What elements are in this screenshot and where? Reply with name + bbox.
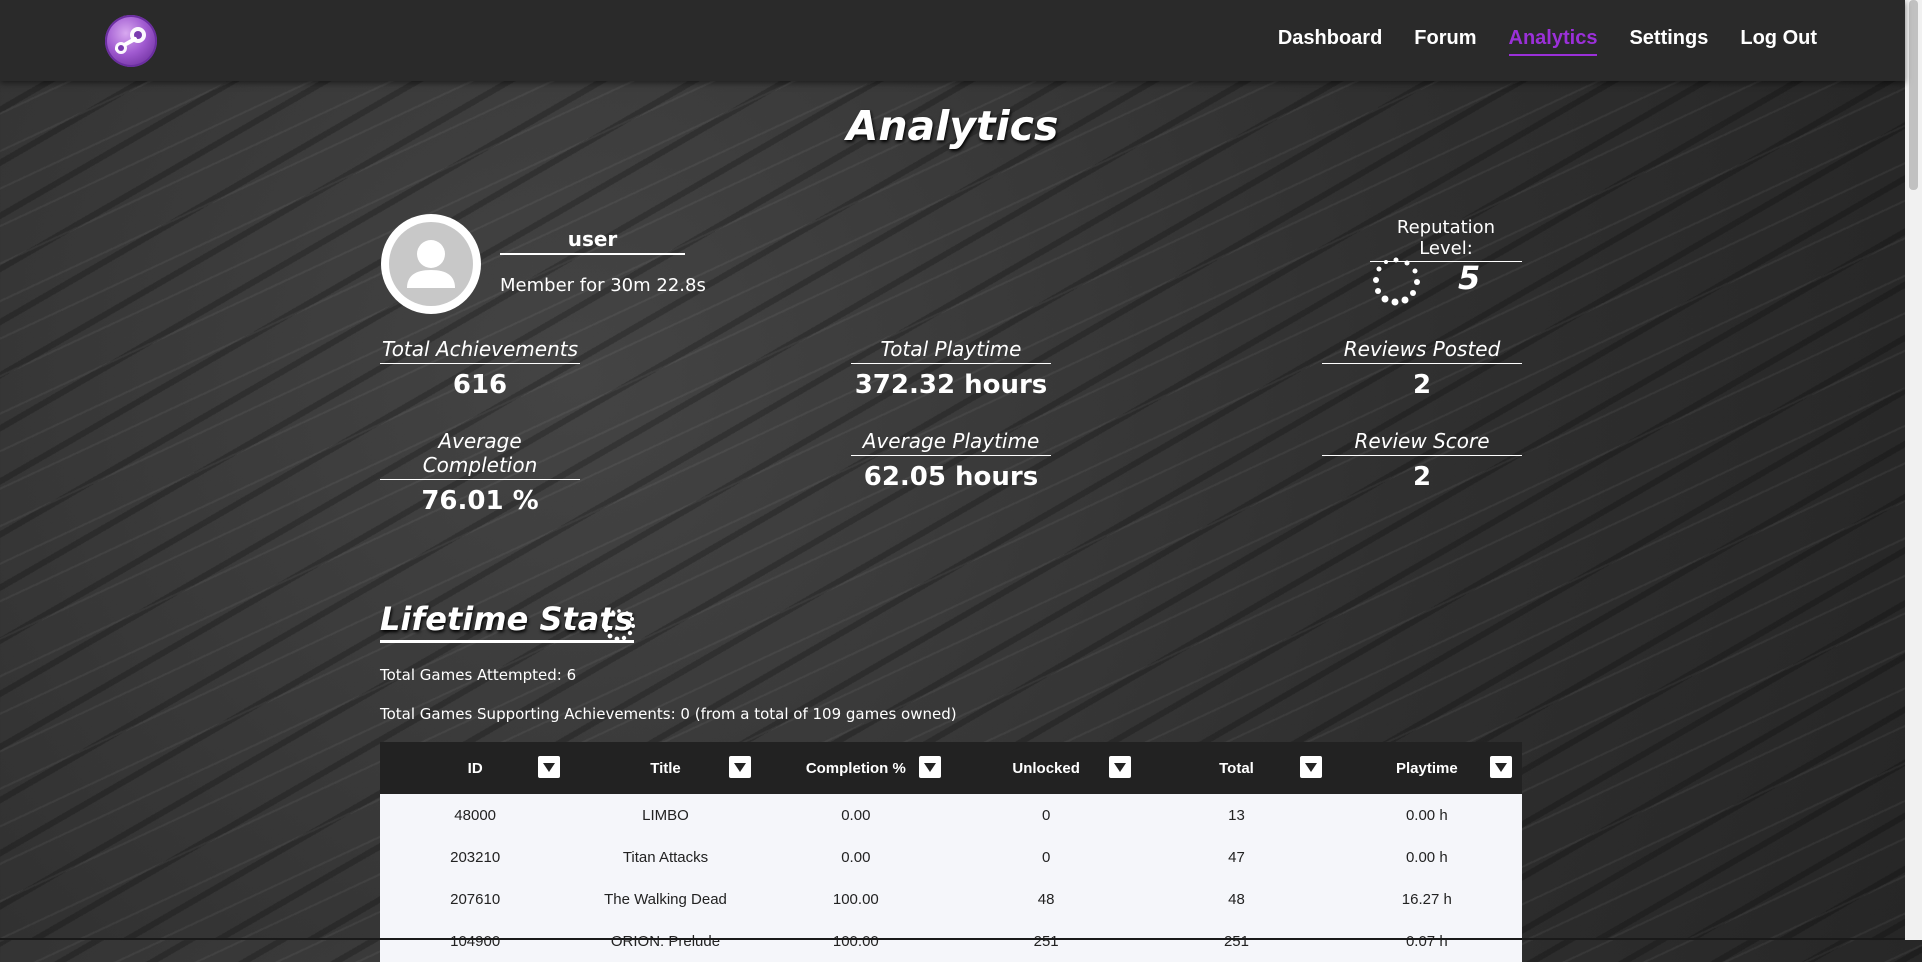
nav-settings[interactable]: Settings bbox=[1629, 27, 1709, 49]
stat-label: Average Completion bbox=[380, 429, 580, 480]
cell-unlocked: 251 bbox=[1033, 932, 1059, 950]
table-row[interactable]: 207610 The Walking Dead 100.00 48 48 16.… bbox=[380, 878, 1522, 920]
page-scrollbar[interactable] bbox=[1905, 0, 1922, 940]
cell-unlocked: 0 bbox=[1041, 848, 1051, 866]
stat-label: Review Score bbox=[1322, 429, 1522, 456]
cell-playtime: 0.07 h bbox=[1405, 932, 1448, 950]
sort-dropdown-icon[interactable] bbox=[538, 756, 561, 778]
column-header: Playtime bbox=[1331, 742, 1522, 794]
table-row[interactable]: 203210 Titan Attacks 0.00 0 47 0.00 h bbox=[380, 836, 1522, 878]
table-row[interactable]: 48000 LIMBO 0.00 0 13 0.00 h bbox=[380, 794, 1522, 836]
cell-unlocked: 0 bbox=[1041, 806, 1051, 824]
sort-dropdown-icon[interactable] bbox=[728, 756, 751, 778]
nav-links: Dashboard Forum Analytics Settings Log O… bbox=[1278, 27, 1817, 56]
column-label: Title bbox=[650, 759, 681, 777]
cell-id: 207610 bbox=[450, 890, 501, 908]
member-duration: Member for 30m 22.8s bbox=[500, 275, 706, 296]
stat-review-score: Review Score 2 bbox=[1322, 429, 1522, 492]
column-header: ID bbox=[380, 742, 571, 794]
games-supporting: Total Games Supporting Achievements: 0 (… bbox=[380, 705, 957, 723]
stat-value: 76.01 % bbox=[421, 486, 539, 516]
cell-id: 104900 bbox=[450, 932, 501, 950]
stat-value: 2 bbox=[1412, 462, 1432, 492]
games-attempted: Total Games Attempted: 6 bbox=[380, 666, 577, 684]
table-header-row: ID Title Completion % Unlocked Total Pla… bbox=[380, 742, 1522, 794]
stat-total-playtime: Total Playtime 372.32 hours bbox=[851, 337, 1051, 400]
cell-title: Titan Attacks bbox=[622, 848, 709, 866]
games-table: ID Title Completion % Unlocked Total Pla… bbox=[380, 742, 1522, 962]
sort-dropdown-icon[interactable] bbox=[918, 756, 941, 778]
cell-playtime: 16.27 h bbox=[1401, 890, 1452, 908]
nav-logout[interactable]: Log Out bbox=[1740, 27, 1817, 49]
column-label: Total bbox=[1219, 759, 1254, 777]
cell-completion: 0.00 bbox=[841, 848, 871, 866]
reputation-spinner-icon bbox=[1373, 257, 1420, 306]
column-label: Playtime bbox=[1395, 759, 1458, 777]
steam-logo-icon[interactable] bbox=[105, 15, 157, 67]
column-header: Completion % bbox=[760, 742, 951, 794]
nav-dashboard[interactable]: Dashboard bbox=[1277, 27, 1383, 49]
cell-completion: 100.00 bbox=[832, 890, 879, 908]
stat-label: Total Playtime bbox=[851, 337, 1051, 364]
stat-value: 62.05 hours bbox=[863, 462, 1039, 492]
cell-playtime: 0.00 h bbox=[1405, 848, 1448, 866]
column-header: Unlocked bbox=[950, 742, 1142, 794]
sort-dropdown-icon[interactable] bbox=[1299, 756, 1322, 778]
cell-id: 203210 bbox=[450, 848, 501, 866]
cell-total: 251 bbox=[1223, 932, 1249, 950]
stat-label: Average Playtime bbox=[851, 429, 1051, 456]
reputation-value: 5 bbox=[1458, 259, 1481, 297]
column-label: Completion % bbox=[805, 759, 906, 777]
cell-playtime: 0.00 h bbox=[1405, 806, 1448, 824]
cell-total: 13 bbox=[1228, 806, 1245, 824]
column-header: Total bbox=[1141, 742, 1332, 794]
loading-spinner-icon bbox=[603, 609, 635, 642]
cell-total: 47 bbox=[1228, 848, 1245, 866]
user-icon bbox=[389, 222, 473, 306]
top-nav: Dashboard Forum Analytics Settings Log O… bbox=[0, 0, 1905, 81]
cell-completion: 0.00 bbox=[841, 806, 871, 824]
cell-total: 48 bbox=[1228, 890, 1245, 908]
cell-title: LIMBO bbox=[642, 806, 689, 824]
cell-unlocked: 48 bbox=[1037, 890, 1055, 908]
lifetime-stats-heading: Lifetime Stats bbox=[380, 600, 634, 643]
cell-completion: 100.00 bbox=[832, 932, 879, 950]
stat-value: 372.32 hours bbox=[854, 370, 1048, 400]
cell-title: The Walking Dead bbox=[604, 890, 727, 908]
column-label: ID bbox=[467, 759, 483, 777]
stat-value: 2 bbox=[1412, 370, 1432, 400]
stat-reviews-posted: Reviews Posted 2 bbox=[1322, 337, 1522, 400]
stat-total-achievements: Total Achievements 616 bbox=[380, 337, 580, 400]
table-row[interactable]: 104900 ORION: Prelude 100.00 251 251 0.0… bbox=[380, 920, 1522, 962]
cell-id: 48000 bbox=[454, 806, 497, 824]
nav-forum[interactable]: Forum bbox=[1414, 27, 1477, 49]
stat-average-playtime: Average Playtime 62.05 hours bbox=[851, 429, 1051, 492]
username: user bbox=[500, 227, 685, 255]
page-title: Analytics bbox=[846, 102, 1059, 150]
sort-dropdown-icon[interactable] bbox=[1109, 756, 1132, 778]
column-label: Unlocked bbox=[1012, 759, 1080, 777]
stat-label: Total Achievements bbox=[380, 337, 580, 364]
avatar bbox=[381, 214, 481, 314]
reputation-label: Reputation Level: bbox=[1370, 217, 1522, 262]
scrollbar-thumb[interactable] bbox=[1909, 0, 1918, 190]
stat-value: 616 bbox=[452, 370, 508, 400]
window-bottom-edge bbox=[0, 938, 1905, 940]
sort-dropdown-icon[interactable] bbox=[1490, 756, 1512, 778]
cell-title: ORION: Prelude bbox=[610, 932, 721, 950]
stat-average-completion: Average Completion 76.01 % bbox=[380, 429, 580, 516]
stat-label: Reviews Posted bbox=[1322, 337, 1522, 364]
column-header: Title bbox=[570, 742, 761, 794]
nav-analytics[interactable]: Analytics bbox=[1508, 27, 1598, 56]
